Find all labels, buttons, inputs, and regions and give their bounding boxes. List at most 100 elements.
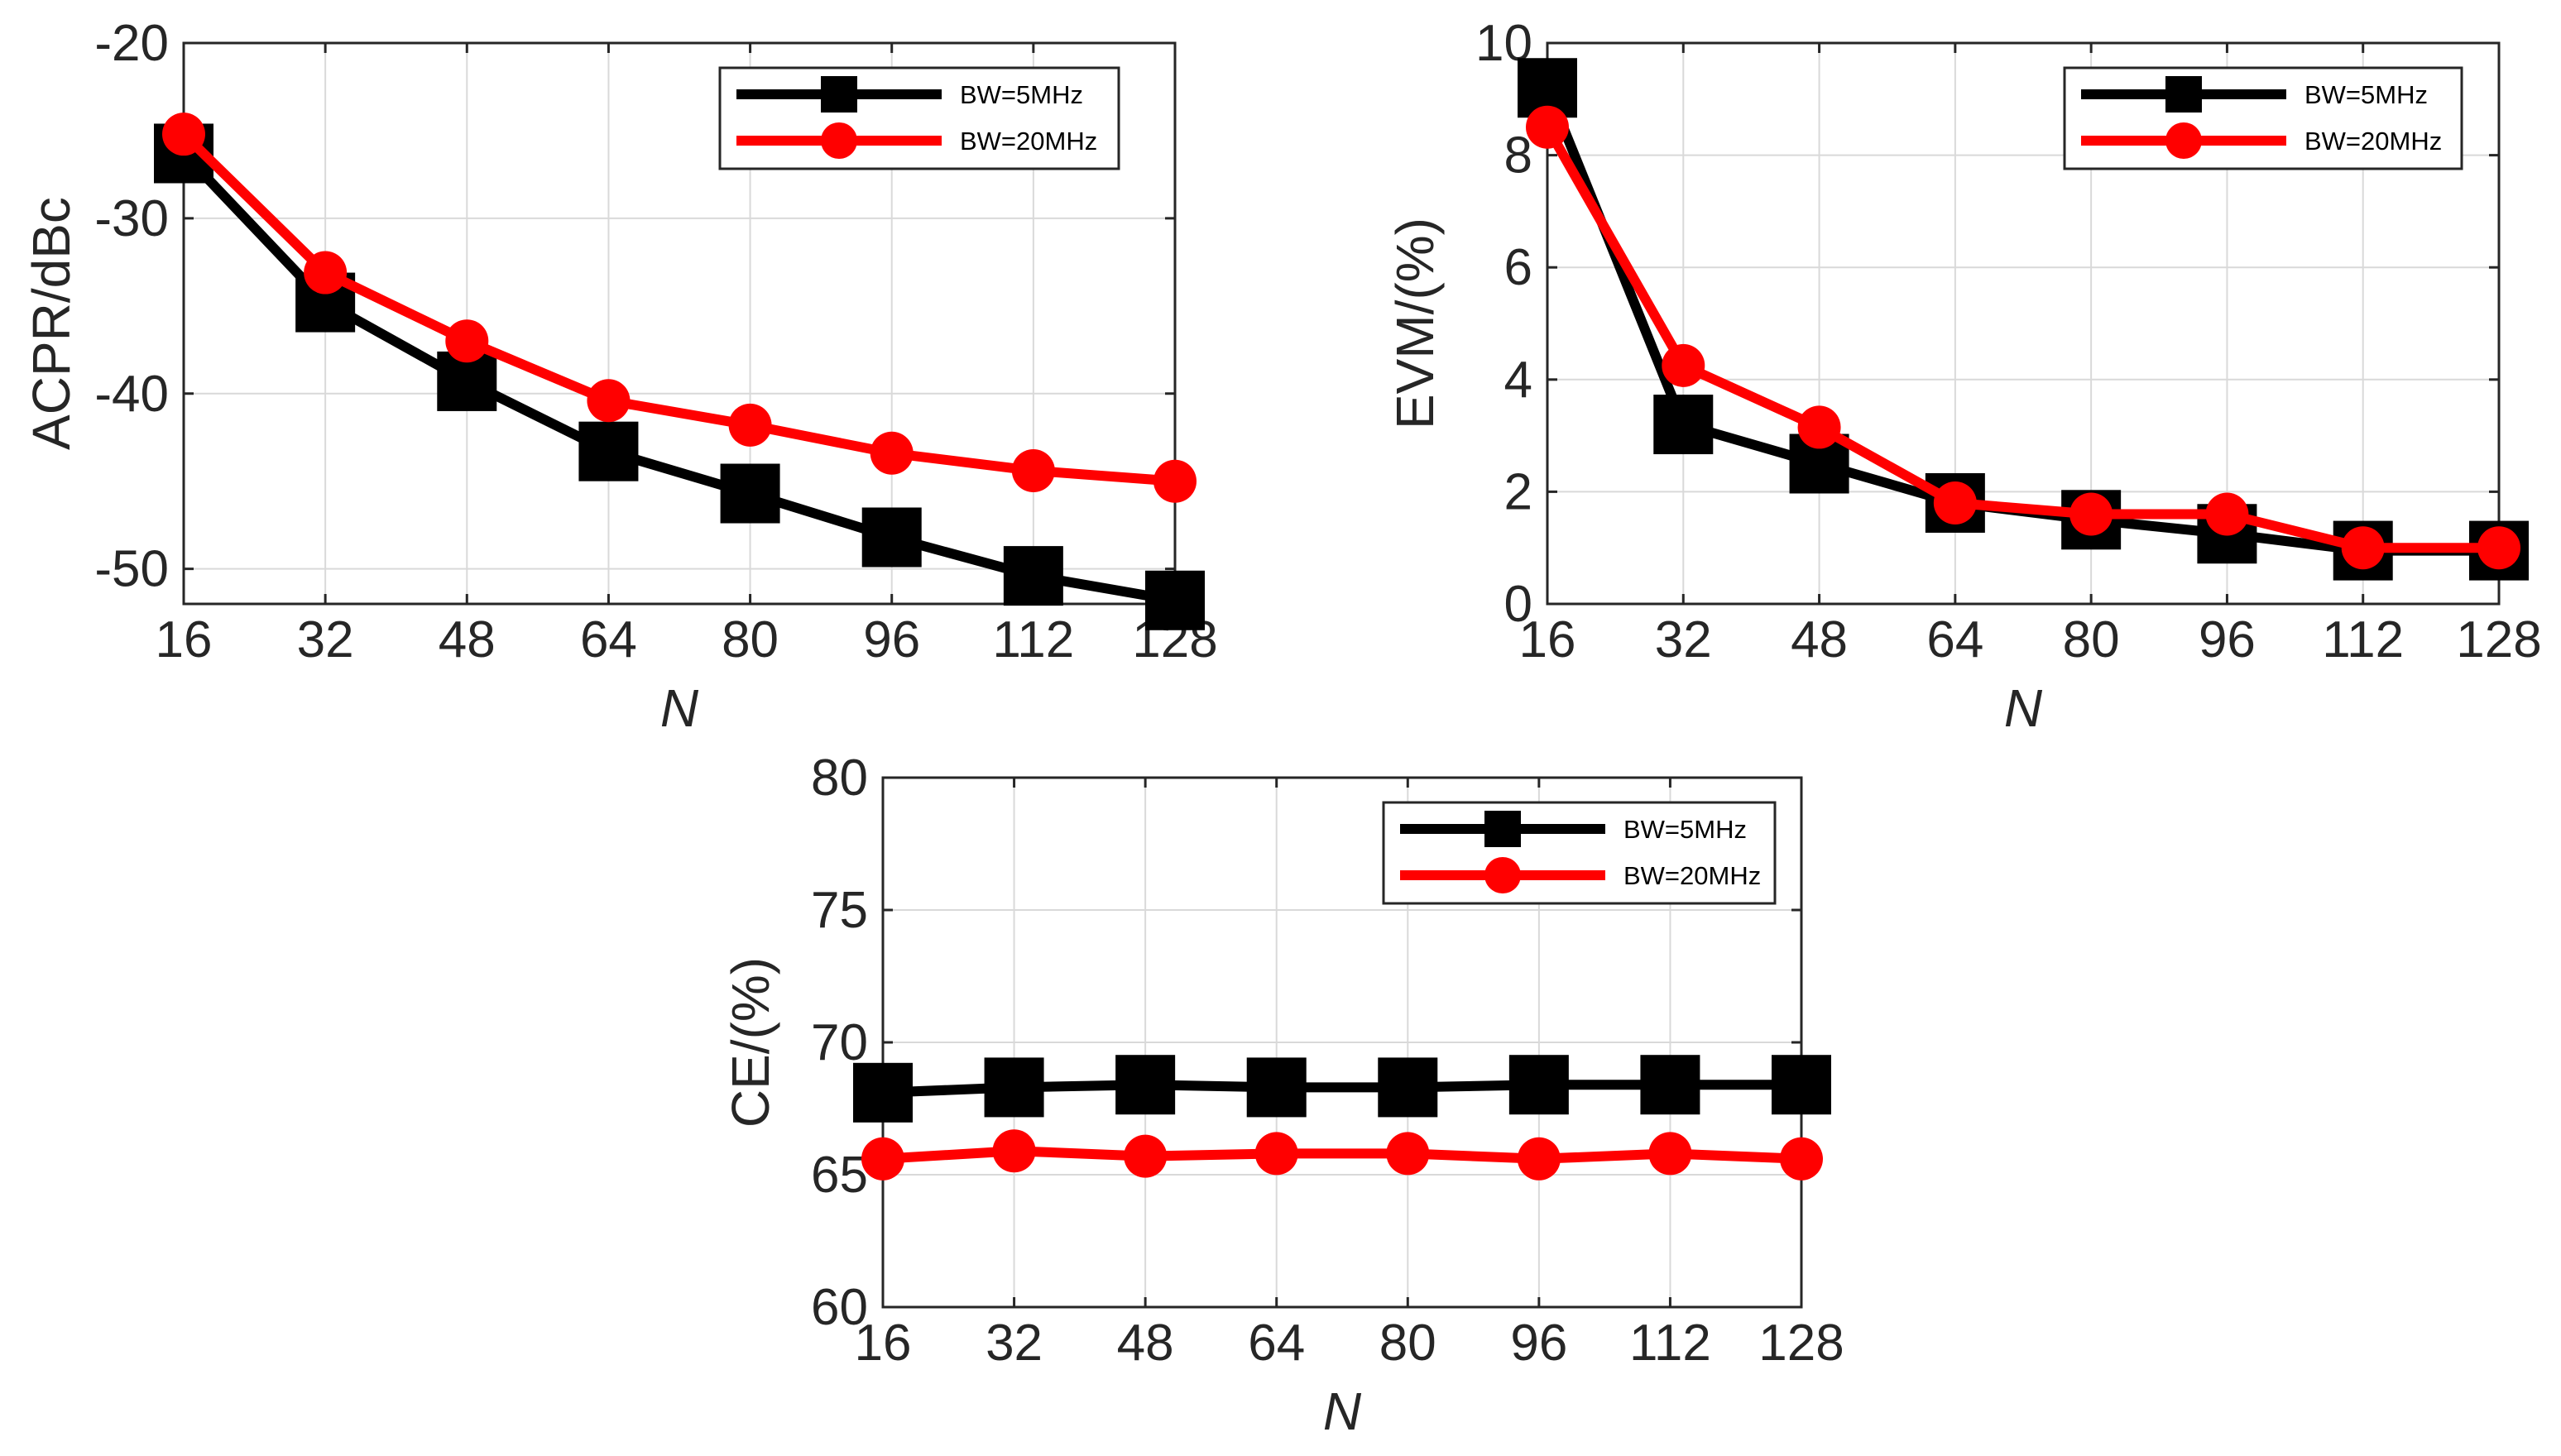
- x-tick-label: 32: [1655, 611, 1712, 668]
- data-point-circle: [992, 1129, 1036, 1173]
- legend-label: BW=5MHz: [2304, 80, 2428, 109]
- y-tick-label: 4: [1504, 352, 1532, 409]
- chart-ce: 16 32 48 64 80 96 112 128 60 65 70 75 80 N CE/(%) BW=5M…: [721, 750, 1844, 1441]
- x-tick-label: 64: [1926, 611, 1983, 668]
- y-tick-label: 8: [1504, 127, 1532, 184]
- x-tick-label: 48: [439, 611, 496, 668]
- data-point-circle: [1933, 481, 1977, 524]
- x-tick-label: 112: [992, 611, 1074, 668]
- y-tick-label: 2: [1504, 463, 1532, 520]
- data-point-circle: [2477, 526, 2520, 570]
- x-tick-label: 128: [2456, 611, 2541, 668]
- y-axis-label: ACPR/dBc: [22, 197, 81, 450]
- chart-acpr: 16 32 48 64 80 96 112 128-50-40-30-20NACPR/dBcB…: [22, 15, 1218, 738]
- y-tick-label: 75: [811, 882, 868, 939]
- data-point-square: [853, 1062, 913, 1123]
- data-point-square: [1003, 546, 1063, 606]
- data-point-square: [1378, 1057, 1438, 1118]
- data-point-square: [1653, 395, 1714, 455]
- y-tick-label: 6: [1504, 239, 1532, 296]
- y-axis-label: EVM/(%): [1385, 218, 1445, 429]
- data-point-circle: [304, 251, 348, 295]
- legend-label: BW=20MHz: [2304, 127, 2442, 156]
- data-point-square: [578, 421, 639, 481]
- series-line-BW=20MHz: [1542, 124, 2499, 553]
- legend-box: [2063, 66, 2463, 170]
- data-point-circle: [870, 431, 914, 475]
- data-point-circle: [1797, 405, 1841, 449]
- legend: BW=5MHz BW=20MHz: [718, 66, 1120, 170]
- y-tick-label: 80: [811, 750, 868, 807]
- data-point-square: [1246, 1057, 1307, 1118]
- x-tick-label: 16: [156, 611, 213, 668]
- data-point-circle: [861, 1137, 904, 1181]
- y-tick-label: 0: [1504, 576, 1532, 633]
- legend-box: [1382, 801, 1777, 905]
- data-point-circle: [2341, 526, 2385, 570]
- legend: BW=5MHz BW=20MHz: [1382, 801, 1777, 905]
- x-tick-label: 16: [1519, 611, 1576, 668]
- x-tick-label: 128: [1758, 1315, 1844, 1372]
- data-point-circle: [2069, 492, 2113, 536]
- axes-box: [182, 41, 1177, 606]
- data-point-circle: [1526, 105, 1569, 149]
- series-line-BW=20MHz: [180, 130, 1176, 486]
- chart-evm: 16 32 48 64 80 96 112 1280246810NEVM/(%)BW=5MHz…: [1385, 15, 2542, 738]
- data-point-circle: [1011, 448, 1055, 492]
- x-tick-label: 80: [1379, 1315, 1436, 1372]
- legend: BW=5MHz BW=20MHz: [2063, 66, 2463, 170]
- data-point-circle: [587, 379, 631, 423]
- legend-label: BW=20MHz: [960, 127, 1097, 156]
- y-tick-label: -50: [94, 541, 169, 598]
- data-point-square: [1115, 1055, 1176, 1115]
- legend-marker-square: [2165, 76, 2202, 113]
- data-point-circle: [162, 113, 205, 156]
- x-tick-label: 48: [1117, 1315, 1174, 1372]
- data-point-square: [1508, 1055, 1569, 1115]
- legend-marker-circle: [1484, 857, 1521, 893]
- x-tick-label: 96: [1510, 1315, 1567, 1372]
- y-tick-label: -40: [94, 366, 169, 423]
- y-tick-label: -30: [94, 190, 169, 247]
- data-point-circle: [1780, 1137, 1823, 1181]
- x-tick-label: 64: [1248, 1315, 1305, 1372]
- data-point-circle: [1153, 459, 1197, 503]
- x-axis-label: N: [660, 678, 699, 738]
- data-point-square: [1772, 1055, 1831, 1115]
- legend-box: [718, 66, 1120, 170]
- x-tick-label: 32: [986, 1315, 1043, 1372]
- y-axis-label: CE/(%): [721, 957, 780, 1128]
- legend-marker-square: [821, 76, 857, 113]
- x-tick-label: 96: [863, 611, 920, 668]
- y-tick-label: 60: [811, 1279, 868, 1336]
- data-point-circle: [445, 319, 489, 363]
- legend-label: BW=5MHz: [1623, 815, 1747, 844]
- axes-box: [1546, 41, 2501, 606]
- data-point-circle: [1386, 1132, 1430, 1176]
- y-tick-label: -20: [94, 15, 169, 72]
- legend-label: BW=20MHz: [1623, 861, 1761, 890]
- series-line-BW=20MHz: [882, 1146, 1802, 1164]
- data-point-circle: [2205, 492, 2249, 536]
- x-tick-label: 112: [1629, 1315, 1711, 1372]
- data-point-square: [861, 507, 922, 568]
- legend-label: BW=5MHz: [960, 80, 1083, 109]
- data-point-circle: [1517, 1137, 1561, 1181]
- x-tick-label: 80: [2063, 611, 2120, 668]
- data-point-square: [1640, 1055, 1700, 1115]
- x-axis-label: N: [2004, 678, 2043, 738]
- data-point-square: [720, 463, 780, 524]
- x-tick-label: 48: [1791, 611, 1848, 668]
- x-tick-label: 96: [2199, 611, 2256, 668]
- data-point-square: [1145, 570, 1205, 630]
- data-point-circle: [1124, 1134, 1168, 1178]
- y-tick-label: 65: [811, 1147, 868, 1204]
- data-point-square: [984, 1057, 1044, 1118]
- x-tick-label: 112: [2322, 611, 2404, 668]
- legend-marker-circle: [821, 122, 857, 159]
- data-point-circle: [1254, 1132, 1298, 1176]
- x-tick-label: 80: [722, 611, 779, 668]
- x-tick-label: 64: [580, 611, 637, 668]
- data-point-circle: [1648, 1132, 1692, 1176]
